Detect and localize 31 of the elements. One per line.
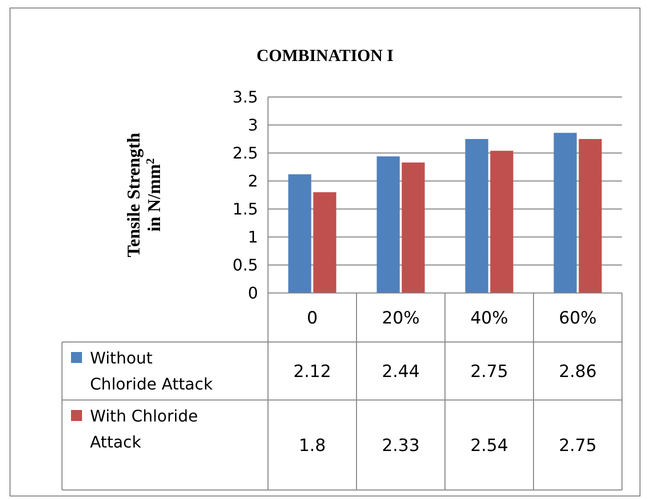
x-tick-label: 0 [306,308,318,328]
data-label: 2.86 [558,362,597,382]
bar [313,192,336,293]
data-label: 2.75 [558,436,597,456]
data-label: 2.54 [470,436,508,456]
bar [402,162,425,293]
bar [490,150,514,293]
bar [376,156,400,293]
y-tick-label: 1.5 [232,200,258,219]
legend-label: With Chloride Attack [90,406,198,452]
x-tick-label: 60% [558,308,597,328]
data-label: 1.8 [298,436,326,456]
y-tick-label: 2.5 [232,144,258,163]
data-label: 2.75 [470,362,508,382]
y-tick-label: 0 [248,284,258,303]
y-tick-label: 0.5 [232,256,258,275]
data-label: 2.12 [293,362,332,382]
x-tick-label: 20% [382,308,420,328]
y-tick-label: 1 [248,228,258,247]
chart-title: COMBINATION I [256,46,394,65]
y-tick-label: 2 [248,172,258,191]
x-tick-label: 40% [470,308,508,328]
y-tick-label: 3 [248,116,258,135]
bar [578,139,602,293]
legend-label: Without Chloride Attack [90,348,214,394]
data-label: 2.33 [382,436,420,456]
bar [288,174,312,293]
bar [554,132,577,293]
bar [465,139,488,293]
data-label: 2.44 [382,362,420,382]
y-tick-label: 3.5 [232,88,258,107]
